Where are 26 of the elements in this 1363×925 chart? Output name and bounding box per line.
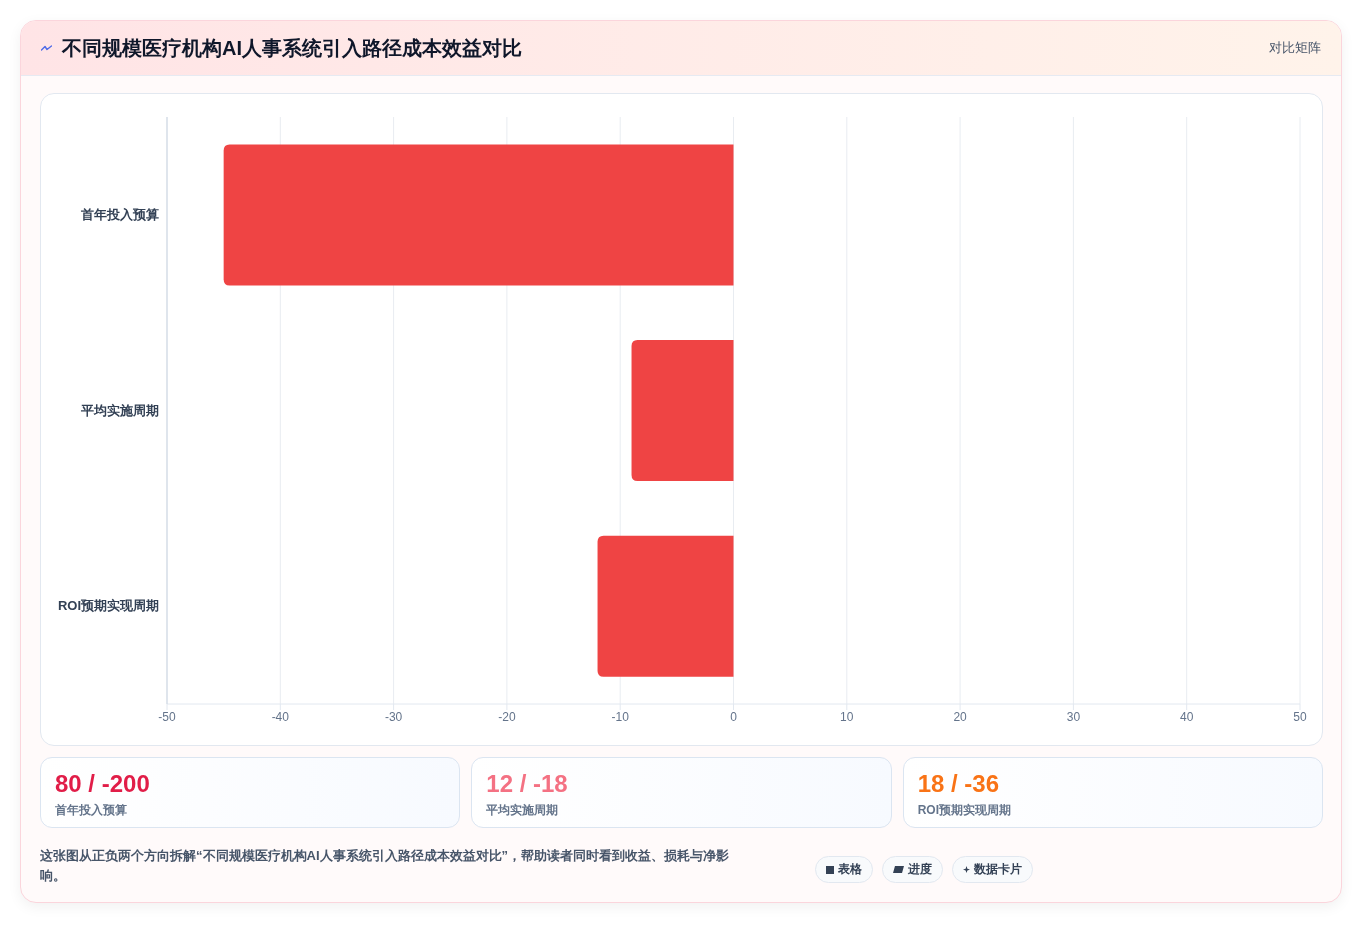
text: 这张图从正负两个方向拆解“不同规模医疗机构AI人事系统引入路径成本效益对比”，帮助读者同时看到收益、损耗与净影响。 bbox=[40, 847, 730, 885]
text: 18 / -36 bbox=[917, 770, 1001, 798]
category-label: ROI预期实现周期 bbox=[917, 803, 1011, 817]
x-tick-label: 50 bbox=[1293, 709, 1307, 724]
text: 12 / -18 bbox=[486, 770, 569, 798]
text: 进度 bbox=[908, 861, 932, 878]
chart-title: 不同规模医疗机构AI人事系统引入路径成本效益对比 bbox=[62, 35, 522, 61]
x-tick-label: 20 bbox=[953, 709, 968, 724]
category-label: 首年投入预算 bbox=[55, 803, 127, 817]
text: 80 / -200 bbox=[55, 770, 151, 798]
chart-subtitle: 对比矩阵 bbox=[1269, 39, 1321, 57]
y-tick-label: 首年投入预算 bbox=[80, 206, 159, 222]
y-tick-label: 平均实施周期 bbox=[80, 402, 159, 418]
x-tick-label: 0 bbox=[730, 709, 738, 724]
x-tick-label: -30 bbox=[384, 709, 403, 724]
x-tick-label: 30 bbox=[1066, 709, 1081, 724]
y-tick-label: ROI预期实现周期 bbox=[57, 598, 159, 614]
x-tick-label: -40 bbox=[271, 709, 290, 724]
x-tick-label: -20 bbox=[498, 709, 516, 724]
x-tick-label: -50 bbox=[158, 709, 176, 724]
text: 表格 bbox=[838, 861, 862, 878]
x-tick-label: 40 bbox=[1180, 709, 1194, 724]
x-tick-label: 10 bbox=[840, 709, 854, 724]
x-tick-label: -10 bbox=[611, 709, 630, 724]
category-label: 平均实施周期 bbox=[486, 803, 559, 817]
text: 数据卡片 bbox=[974, 861, 1022, 878]
